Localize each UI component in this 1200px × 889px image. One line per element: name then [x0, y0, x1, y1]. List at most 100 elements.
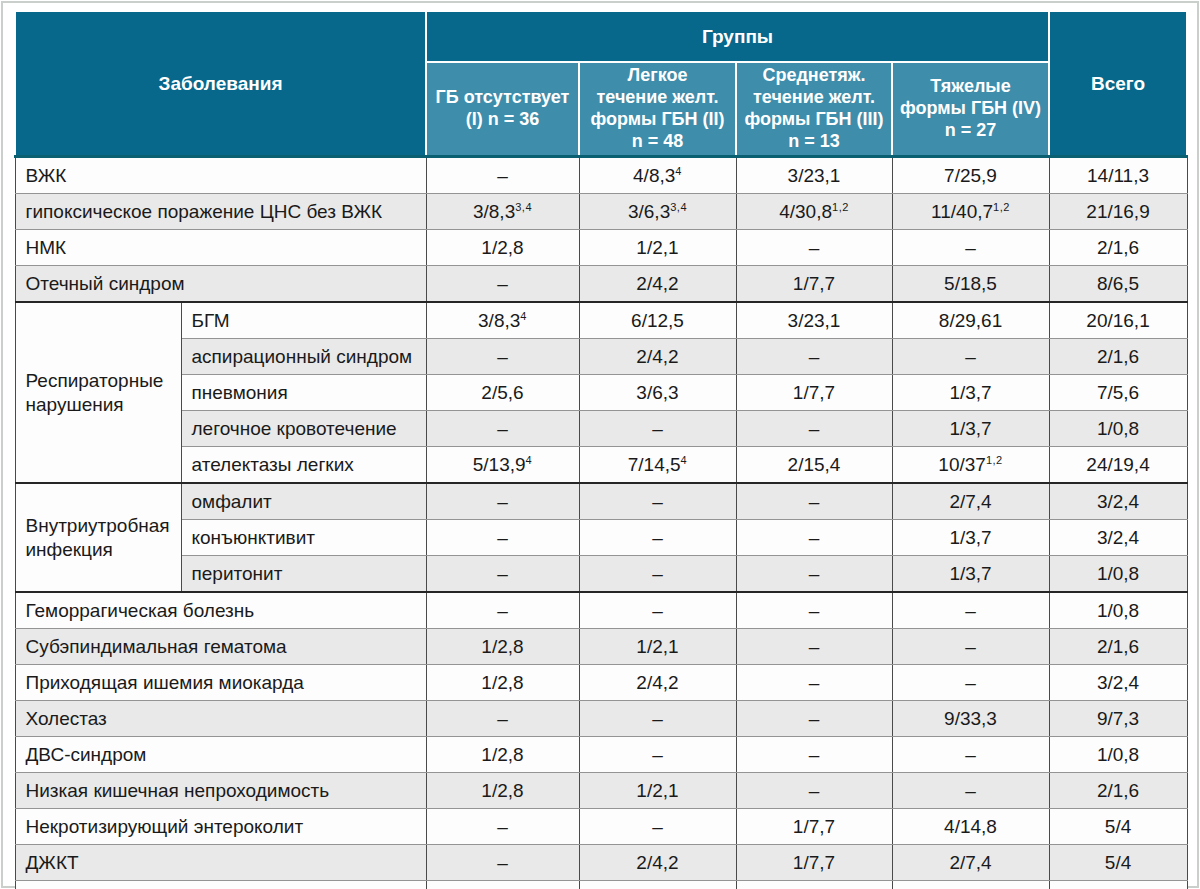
value-cell: –: [736, 556, 892, 593]
value-cell: 5/18,5: [892, 266, 1049, 303]
disease-label: Холестаз: [15, 701, 426, 737]
table-row: гипоксическое поражение ЦНС без ВЖК 3/8,…: [15, 194, 1187, 230]
group-label-respiratory: Респираторные нарушения: [15, 302, 181, 483]
value-cell: –: [736, 339, 892, 375]
value-cell: –: [892, 881, 1049, 889]
total-cell: 20/16,1: [1049, 302, 1187, 339]
morbidity-table: Заболевания Группы Всего ГБ отсутствует …: [14, 10, 1188, 889]
disease-label: ДЖКТ: [15, 845, 426, 881]
value-cell: –: [892, 339, 1049, 375]
total-cell: 9/7,3: [1049, 701, 1187, 737]
total-cell: 8/6,5: [1049, 266, 1187, 303]
total-cell: 3/2,4: [1049, 665, 1187, 701]
table-row: Внутриутробная инфекция омфалит – – – 2/…: [15, 483, 1187, 520]
value-cell: –: [426, 556, 579, 593]
table-row: Геморрагическая болезнь – – – – 1/0,8: [15, 592, 1187, 629]
header-group-1: ГБ отсутствует (I) n = 36: [426, 62, 579, 157]
table-row: Приходящая ишемия миокарда 1/2,8 2/4,2 –…: [15, 665, 1187, 701]
value-cell: –: [426, 809, 579, 845]
table-row: НМК 1/2,8 1/2,1 – – 2/1,6: [15, 230, 1187, 266]
value-cell: 3/23,1: [736, 302, 892, 339]
value-cell: –: [426, 266, 579, 303]
header-row-top: Заболевания Группы Всего: [15, 11, 1187, 62]
value-cell: 1/7,7: [736, 845, 892, 881]
value-cell: 2/15,4: [736, 447, 892, 484]
value-cell: –: [426, 592, 579, 629]
value-cell: 5/13,94: [426, 447, 579, 484]
value-cell: –: [892, 773, 1049, 809]
value-cell: 3/6,33,4: [579, 194, 736, 230]
value-cell: 2/4,2: [579, 266, 736, 303]
value-cell: –: [892, 592, 1049, 629]
value-cell: 1/2,1: [579, 629, 736, 665]
morbidity-table-container: Заболевания Группы Всего ГБ отсутствует …: [14, 10, 1188, 889]
value-cell: –: [736, 592, 892, 629]
value-cell: –: [426, 845, 579, 881]
value-cell: 1/3,7: [892, 411, 1049, 447]
total-cell: 1/0,8: [1049, 556, 1187, 593]
table-body: ВЖК – 4/8,34 3/23,1 7/25,9 14/11,3 гипок…: [15, 157, 1187, 889]
group-label-intrauterine: Внутриутробная инфекция: [15, 483, 181, 592]
disease-label: Геморрагическая болезнь: [15, 592, 426, 629]
value-cell: 4/14,8: [892, 809, 1049, 845]
value-cell: 3/23,1: [736, 157, 892, 194]
value-cell: –: [736, 881, 892, 889]
value-cell: 1/7,7: [736, 266, 892, 303]
disease-label: гипоксическое поражение ЦНС без ВЖК: [15, 194, 426, 230]
disease-label: конъюнктивит: [181, 520, 426, 556]
table-row: ВЖК – 4/8,34 3/23,1 7/25,9 14/11,3: [15, 157, 1187, 194]
total-cell: 2/1,6: [1049, 339, 1187, 375]
value-cell: 1/7,7: [736, 375, 892, 411]
value-cell: –: [426, 483, 579, 520]
value-cell: –: [426, 339, 579, 375]
table-row: Субэпиндимальная гематома 1/2,8 1/2,1 – …: [15, 629, 1187, 665]
value-cell: –: [736, 665, 892, 701]
disease-label: Кефалогематома: [15, 881, 426, 889]
value-cell: 3/6,3: [579, 375, 736, 411]
value-cell: –: [579, 737, 736, 773]
table-row: ателектазы легких 5/13,94 7/14,54 2/15,4…: [15, 447, 1187, 484]
value-cell: –: [579, 701, 736, 737]
value-cell: –: [579, 556, 736, 593]
total-cell: 5/4: [1049, 845, 1187, 881]
value-cell: –: [892, 665, 1049, 701]
disease-label: перитонит: [181, 556, 426, 593]
table-row: Респираторные нарушения БГМ 3/8,34 6/12,…: [15, 302, 1187, 339]
value-cell: 2/4,2: [579, 845, 736, 881]
value-cell: –: [579, 592, 736, 629]
total-cell: 2/1,6: [1049, 629, 1187, 665]
header-total: Всего: [1049, 11, 1187, 157]
value-cell: –: [579, 881, 736, 889]
header-groups: Группы: [426, 11, 1049, 62]
table-row: ДВС-синдром 1/2,8 – – – 1/0,8: [15, 737, 1187, 773]
value-cell: –: [736, 483, 892, 520]
value-cell: –: [736, 701, 892, 737]
disease-label: пневмония: [181, 375, 426, 411]
value-cell: 6/12,5: [579, 302, 736, 339]
value-cell: 1/2,8: [426, 881, 579, 889]
total-cell: 1/0,8: [1049, 737, 1187, 773]
total-cell: 7/5,6: [1049, 375, 1187, 411]
table-row: конъюнктивит – – – 1/3,7 3/2,4: [15, 520, 1187, 556]
disease-label: Отечный синдром: [15, 266, 426, 303]
value-cell: 1/2,8: [426, 773, 579, 809]
value-cell: –: [892, 230, 1049, 266]
value-cell: –: [426, 520, 579, 556]
value-cell: 10/371,2: [892, 447, 1049, 484]
disease-label: Субэпиндимальная гематома: [15, 629, 426, 665]
total-cell: 5/4: [1049, 809, 1187, 845]
disease-label: ателектазы легких: [181, 447, 426, 484]
table-row: Отечный синдром – 2/4,2 1/7,7 5/18,5 8/6…: [15, 266, 1187, 303]
value-cell: 7/25,9: [892, 157, 1049, 194]
disease-label: БГМ: [181, 302, 426, 339]
total-cell: 1/0,8: [1049, 881, 1187, 889]
table-row: ДЖКТ – 2/4,2 1/7,7 2/7,4 5/4: [15, 845, 1187, 881]
total-cell: 2/1,6: [1049, 773, 1187, 809]
value-cell: 9/33,3: [892, 701, 1049, 737]
value-cell: 1/3,7: [892, 520, 1049, 556]
value-cell: 1/2,1: [579, 230, 736, 266]
value-cell: 2/4,2: [579, 339, 736, 375]
value-cell: –: [579, 483, 736, 520]
disease-label: аспирационный синдром: [181, 339, 426, 375]
disease-label: легочное кровотечение: [181, 411, 426, 447]
